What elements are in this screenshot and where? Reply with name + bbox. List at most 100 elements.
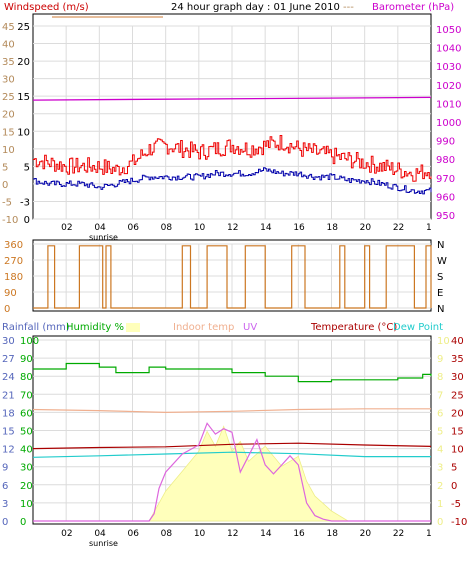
x-tick-label: 18 (327, 223, 339, 233)
temp-y-tick: 35 (451, 354, 464, 365)
x-tick-label: 1 (426, 223, 432, 233)
wind-y-tick: 20 (2, 110, 15, 121)
x-tick-label: 1 (426, 529, 432, 539)
winddir-y-tick: 360 (4, 240, 23, 251)
wind-y-tick: 10 (2, 145, 15, 156)
x-tick-label: 20 (360, 223, 372, 233)
humidity-y-tick: 40 (20, 445, 33, 456)
x-tick-label: 12 (227, 529, 238, 539)
wind-y-tick-alt: 0 (24, 215, 30, 226)
panel-climate: Rainfall (mm) Humidity % Indoor temp UV … (2, 322, 467, 548)
temp-y-tick: 0 (451, 481, 457, 492)
rain-y-tick: 15 (2, 427, 15, 438)
humidity-y-tick: 80 (20, 372, 33, 383)
title-separator: --- (343, 2, 354, 13)
wind-average-line (33, 167, 432, 195)
uv-y-tick: 2 (437, 481, 443, 492)
rain-y-tick: 27 (2, 354, 15, 365)
x-tick-label: 10 (194, 529, 206, 539)
temp-y-tick: 30 (451, 372, 464, 383)
winddir-y-labels: 360 270 180 90 0 (4, 240, 23, 315)
humidity-y-tick: 20 (20, 481, 33, 492)
x-tick-label: 18 (327, 529, 339, 539)
rain-y-tick: 6 (2, 481, 8, 492)
uv-y-tick: 10 (437, 336, 450, 347)
legend-indoor-temp: Indoor temp (173, 322, 234, 333)
uv-y-tick: 5 (437, 427, 443, 438)
wind-y-tick: 35 (2, 57, 15, 68)
legend-dew-point: Dew Point (393, 322, 443, 333)
x-tick-label: 16 (293, 223, 305, 233)
uv-y-tick: 0 (437, 517, 443, 528)
sunrise-label-bottom: sunrise (89, 539, 118, 548)
compass-tick: S (437, 272, 443, 283)
humidity-y-tick: 60 (20, 408, 33, 419)
rain-y-tick: 12 (2, 445, 15, 456)
barometer-title: Barometer (hPa) (372, 2, 454, 13)
baro-y-tick: 980 (436, 155, 455, 166)
humidity-y-tick: 70 (20, 390, 33, 401)
x-tick-label: 08 (161, 529, 173, 539)
x-tick-label: 20 (360, 529, 372, 539)
uv-y-tick: 9 (437, 354, 443, 365)
humidity-y-tick: 50 (20, 427, 33, 438)
temp-y-tick: 20 (451, 408, 464, 419)
wind-y-tick: 0 (2, 180, 8, 191)
wind-y-tick: 45 (2, 22, 15, 33)
panel-windspeed: Windspeed (m/s) 24 hour graph day : 01 J… (2, 2, 461, 242)
x-tick-label: 12 (227, 223, 238, 233)
baro-y-tick: 1020 (436, 81, 461, 92)
baro-y-tick: 950 (436, 211, 455, 222)
temp-y-tick: 15 (451, 427, 464, 438)
baro-y-tick: 990 (436, 137, 455, 148)
compass-tick: E (437, 288, 443, 299)
barometer-y-labels: 1050 1040 1030 1020 1010 1000 990 980 970 960 950 (436, 25, 461, 222)
wind-y-tick: 25 (2, 92, 15, 103)
winddir-y-tick: 270 (4, 256, 23, 267)
wind-y-tick: 30 (2, 75, 15, 86)
wind-y-tick-alt: 10 (17, 127, 30, 138)
wind-y-tick: 15 (2, 127, 15, 138)
temp-y-tick: 40 (451, 336, 464, 347)
winddir-y-tick: 180 (4, 272, 23, 283)
dew-point-line (32, 451, 431, 458)
legend-uv: UV (243, 322, 257, 333)
legend-solar-swatch (126, 323, 140, 332)
indoor-temp-line (32, 408, 431, 414)
temperature-line (32, 442, 432, 450)
winddir-y-tick: 0 (4, 304, 10, 315)
barometer-line (32, 96, 432, 101)
graph-title: 24 hour graph day : 01 June 2010 (171, 2, 340, 13)
uv-y-tick: 4 (437, 445, 443, 456)
wind-gust-line (33, 135, 432, 182)
compass-tick: N (437, 304, 444, 315)
solar-area (33, 425, 431, 522)
climate-x-labels: 02 04 06 08 10 12 14 16 18 20 22 1 (61, 529, 432, 539)
humidity-y-tick: 30 (20, 463, 33, 474)
uv-y-tick: 7 (437, 390, 443, 401)
uv-y-tick: 3 (437, 463, 443, 474)
rain-y-tick: 30 (2, 336, 15, 347)
baro-y-tick: 1030 (436, 62, 461, 73)
humidity-y-tick: 0 (20, 517, 26, 528)
x-tick-label: 04 (94, 223, 106, 233)
uv-y-tick: 8 (437, 372, 443, 383)
temp-y-tick: -10 (451, 517, 467, 528)
baro-y-tick: 1000 (436, 118, 461, 129)
temperature-y-labels: 40 35 30 25 20 15 10 5 0 -5 -10 (451, 336, 467, 528)
baro-y-tick: 960 (436, 192, 455, 203)
x-tick-label: 06 (128, 223, 140, 233)
wind-y-tick-alt: 20 (17, 57, 30, 68)
rain-y-tick: 21 (2, 390, 15, 401)
rain-y-tick: 9 (2, 463, 8, 474)
rain-y-tick: 0 (2, 517, 8, 528)
x-tick-label: 06 (128, 529, 140, 539)
wind-y-tick-alt: 15 (17, 92, 30, 103)
